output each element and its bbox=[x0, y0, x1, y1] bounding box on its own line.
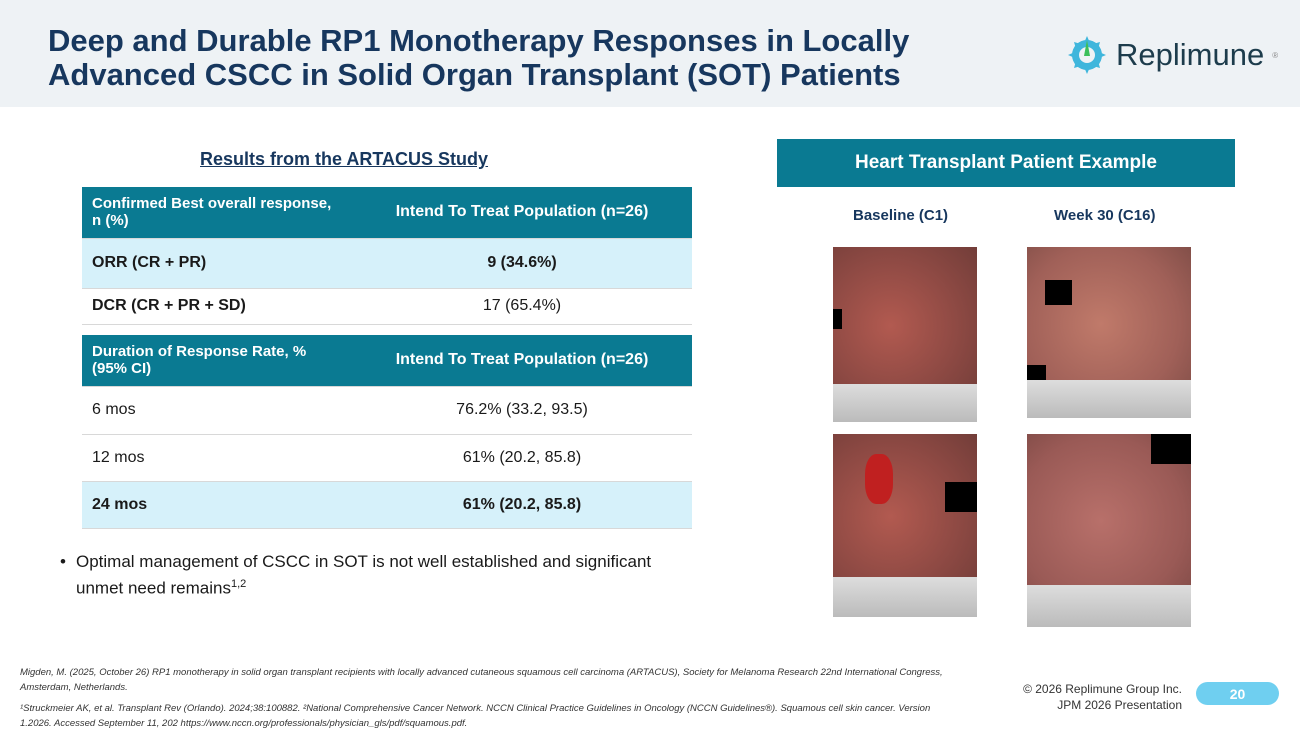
replimune-logo: Replimune ® bbox=[1066, 34, 1278, 76]
title-line-2: Advanced CSCC in Solid Organ Transplant … bbox=[48, 57, 901, 92]
reference-2: ¹Struckmeier AK, et al. Transplant Rev (… bbox=[20, 703, 931, 729]
bullet-point: • Optimal management of CSCC in SOT is no… bbox=[60, 552, 652, 598]
header-cell: Duration of Response Rate, % (95% CI) bbox=[82, 335, 352, 387]
response-table: Confirmed Best overall response, n (%) I… bbox=[82, 187, 692, 325]
slide-title: Deep and Durable RP1 Monotherapy Respons… bbox=[48, 24, 1048, 92]
week30-photo-2 bbox=[1027, 434, 1191, 627]
table-row: 6 mos 76.2% (33.2, 93.5) bbox=[82, 386, 692, 435]
baseline-photo-1 bbox=[833, 247, 977, 422]
row-label: DCR (CR + PR + SD) bbox=[82, 288, 352, 325]
bullet-citation: 1,2 bbox=[230, 578, 247, 590]
table-section-title: Results from the ARTACUS Study bbox=[200, 149, 489, 169]
page-number-badge: 20 bbox=[1196, 682, 1279, 705]
logo-text: Replimune bbox=[1116, 37, 1265, 72]
table-header-row: Confirmed Best overall response, n (%) I… bbox=[82, 187, 692, 239]
patient-example-header: Heart Transplant Patient Example bbox=[777, 139, 1235, 187]
row-value: 61% (20.2, 85.8) bbox=[352, 481, 692, 529]
row-value: 17 (65.4%) bbox=[352, 288, 692, 325]
row-value: 76.2% (33.2, 93.5) bbox=[352, 386, 692, 435]
duration-table: Duration of Response Rate, % (95% CI) In… bbox=[82, 335, 692, 529]
table-row: DCR (CR + PR + SD) 17 (65.4%) bbox=[82, 288, 692, 325]
table-row: ORR (CR + PR) 9 (34.6%) bbox=[82, 238, 692, 289]
baseline-label: Baseline (C1) bbox=[853, 207, 949, 224]
row-label: ORR (CR + PR) bbox=[82, 238, 352, 289]
row-value: 9 (34.6%) bbox=[352, 238, 692, 289]
references: Migden, M. (2025, October 26) RP1 monoth… bbox=[20, 665, 960, 731]
week-label: Week 30 (C16) bbox=[1054, 207, 1156, 224]
row-label: 12 mos bbox=[82, 434, 352, 482]
copyright-text: © 2026 Replimune Group Inc. bbox=[1023, 682, 1182, 696]
header-cell: Intend To Treat Population (n=26) bbox=[352, 187, 692, 239]
logo-sun-icon bbox=[1068, 36, 1106, 74]
row-label: 24 mos bbox=[82, 481, 352, 529]
reference-1: Migden, M. (2025, October 26) RP1 monoth… bbox=[20, 667, 943, 693]
footer-copyright: © 2026 Replimune Group Inc. JPM 2026 Pre… bbox=[1023, 681, 1182, 713]
table-header-row: Duration of Response Rate, % (95% CI) In… bbox=[82, 335, 692, 387]
baseline-photo-2 bbox=[833, 434, 977, 617]
row-value: 61% (20.2, 85.8) bbox=[352, 434, 692, 482]
header-cell: Intend To Treat Population (n=26) bbox=[352, 335, 692, 387]
table-row: 24 mos 61% (20.2, 85.8) bbox=[82, 481, 692, 529]
event-text: JPM 2026 Presentation bbox=[1057, 698, 1182, 712]
row-label: 6 mos bbox=[82, 386, 352, 435]
week30-photo-1 bbox=[1027, 247, 1191, 418]
title-line-1: Deep and Durable RP1 Monotherapy Respons… bbox=[48, 23, 910, 58]
table-row: 12 mos 61% (20.2, 85.8) bbox=[82, 434, 692, 482]
bullet-text: Optimal management of CSCC in SOT is not… bbox=[76, 552, 652, 598]
header-cell: Confirmed Best overall response, n (%) bbox=[82, 187, 352, 239]
